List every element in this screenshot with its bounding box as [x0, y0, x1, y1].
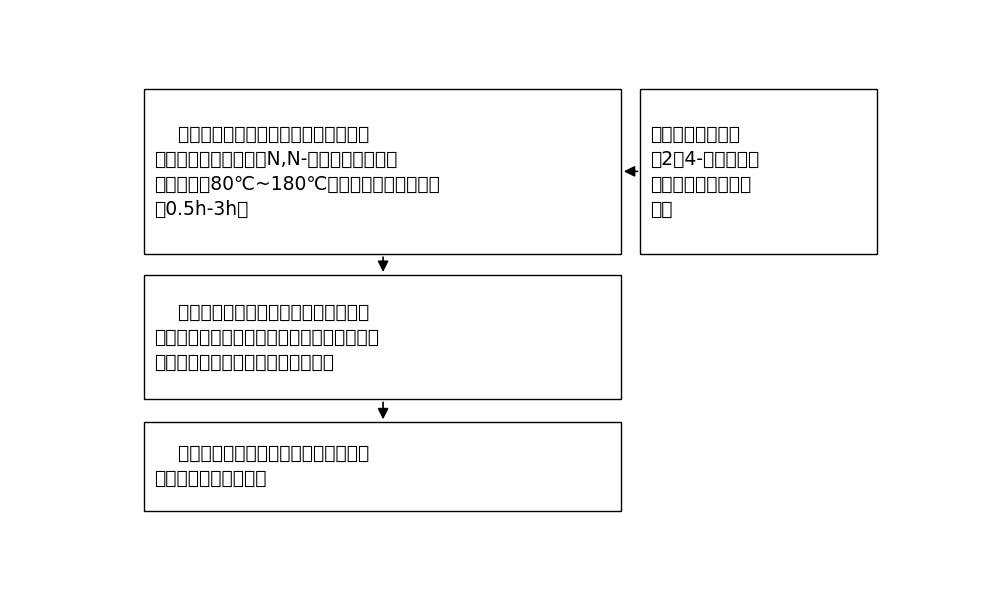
Text: 基缩醛，在80℃~180℃的条件下进行甲基化反: 基缩醛，在80℃~180℃的条件下进行甲基化反 — [154, 174, 440, 194]
Text: 将上述的待检溶液或甲基化对照品溶液: 将上述的待检溶液或甲基化对照品溶液 — [154, 445, 369, 464]
Text: 称取灭草松标准品: 称取灭草松标准品 — [650, 125, 740, 144]
Bar — [640, 89, 877, 254]
Bar — [144, 422, 621, 511]
Text: 将萃取所得样品溶液或工作液中，使用: 将萃取所得样品溶液或工作液中，使用 — [154, 125, 369, 144]
Text: 气体吹干，吹干后加入N,N-二甲基甲酰胺二甲: 气体吹干，吹干后加入N,N-二甲基甲酰胺二甲 — [154, 150, 397, 168]
Bar — [144, 89, 621, 254]
Text: 配制成一定浓度的工: 配制成一定浓度的工 — [650, 174, 751, 194]
Bar — [144, 274, 621, 399]
Text: 应0.5h-3h；: 应0.5h-3h； — [154, 200, 248, 219]
Text: 在气相色谱上进行检测: 在气相色谱上进行检测 — [154, 469, 266, 488]
Text: 作液: 作液 — [650, 200, 672, 219]
Text: 合后静置分离，取上层有机相溶液，得到待检: 合后静置分离，取上层有机相溶液，得到待检 — [154, 327, 379, 347]
Text: 和2，4-二滴标准品: 和2，4-二滴标准品 — [650, 150, 759, 168]
Text: 溶液或甲基化对照品溶液等待检测；: 溶液或甲基化对照品溶液等待检测； — [154, 353, 334, 372]
Text: 将反应物中加入氯化物水溶液或水，混: 将反应物中加入氯化物水溶液或水，混 — [154, 303, 369, 322]
